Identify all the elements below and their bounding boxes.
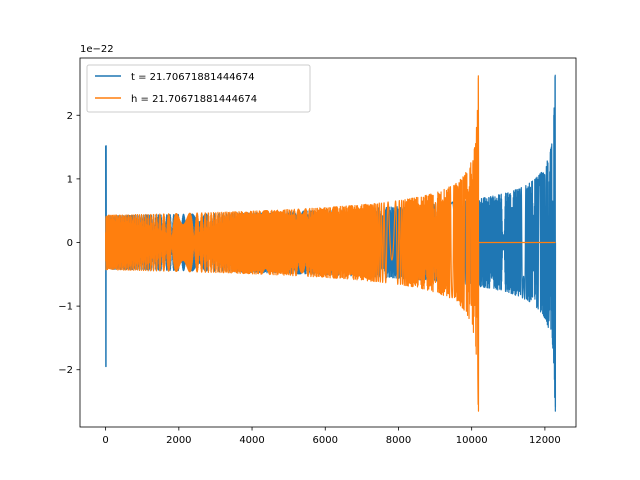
y-tick-label: 0 (67, 238, 73, 249)
y-tick-label: 1 (67, 174, 73, 185)
series-line-h (105, 75, 556, 412)
x-axis: 0 2000 4000 6000 8000 10000 12000 (102, 427, 561, 446)
x-tick-label: 10000 (456, 435, 488, 446)
y-tick-label: −1 (58, 302, 73, 313)
x-tick-label: 4000 (239, 435, 264, 446)
y-tick-label: −2 (58, 365, 73, 376)
y-offset-label: 1e−22 (80, 44, 114, 55)
x-tick-label: 6000 (313, 435, 338, 446)
legend-label-series-t: t = 21.70671881444674 (131, 72, 255, 83)
legend: t = 21.70671881444674 h = 21.70671881444… (86, 64, 311, 113)
y-tick-label: 2 (67, 111, 73, 122)
x-tick-label: 8000 (386, 435, 411, 446)
legend-box (86, 64, 311, 113)
series-layer (105, 74, 557, 412)
legend-label-series-h: h = 21.70671881444674 (131, 94, 257, 105)
y-axis: −2 −1 0 1 2 (58, 111, 80, 376)
x-tick-label: 2000 (166, 435, 191, 446)
x-tick-label: 0 (102, 435, 108, 446)
x-tick-label: 12000 (529, 435, 561, 446)
